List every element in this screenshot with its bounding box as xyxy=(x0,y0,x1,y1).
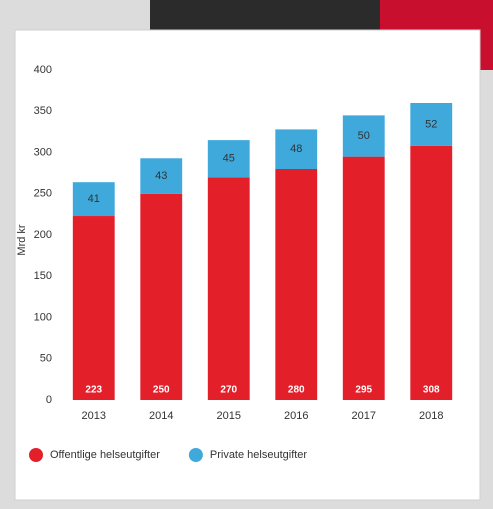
value-label: 295 xyxy=(355,385,372,396)
value-label: 308 xyxy=(423,385,440,396)
value-label: 41 xyxy=(88,193,100,205)
bar-segment xyxy=(275,169,318,400)
value-label: 50 xyxy=(358,130,370,142)
value-label: 52 xyxy=(425,118,437,130)
x-tick-label: 2015 xyxy=(217,410,241,422)
value-label: 43 xyxy=(155,170,167,182)
y-tick-label: 150 xyxy=(34,270,52,282)
legend-label: Offentlige helseutgifter xyxy=(50,449,160,461)
bar-segment xyxy=(72,182,115,217)
x-tick-label: 2018 xyxy=(419,410,443,422)
y-tick-label: 350 xyxy=(34,105,52,117)
legend-marker xyxy=(188,448,203,462)
y-tick-label: 50 xyxy=(40,353,52,365)
value-label: 280 xyxy=(288,385,305,396)
y-axis-label: Mrd kr xyxy=(16,224,28,256)
legend-label: Private helseutgifter xyxy=(210,449,308,461)
value-label: 223 xyxy=(85,385,102,396)
y-tick-label: 250 xyxy=(34,188,52,200)
value-label: 48 xyxy=(290,143,302,155)
bar-segment xyxy=(72,216,115,400)
value-label: 250 xyxy=(153,385,170,396)
x-tick-label: 2014 xyxy=(149,410,173,422)
bar-segment xyxy=(342,156,385,400)
x-tick-label: 2016 xyxy=(284,410,308,422)
bar-segment xyxy=(342,115,385,157)
y-tick-label: 300 xyxy=(34,146,52,158)
y-tick-label: 400 xyxy=(34,64,52,76)
bar-segment xyxy=(410,103,453,146)
bar-segment xyxy=(207,177,250,400)
y-tick-label: 200 xyxy=(34,229,52,241)
y-tick-label: 0 xyxy=(46,394,52,406)
bar-segment xyxy=(275,129,318,169)
x-tick-label: 2017 xyxy=(352,410,376,422)
legend-marker xyxy=(29,448,43,462)
value-label: 270 xyxy=(220,385,237,396)
bar-segment xyxy=(140,193,183,400)
bar-segment xyxy=(140,158,183,194)
value-label: 45 xyxy=(223,153,235,165)
bar-segment xyxy=(410,145,453,400)
bar-segment xyxy=(207,140,250,178)
x-tick-label: 2013 xyxy=(82,410,106,422)
y-tick-label: 100 xyxy=(34,311,52,323)
